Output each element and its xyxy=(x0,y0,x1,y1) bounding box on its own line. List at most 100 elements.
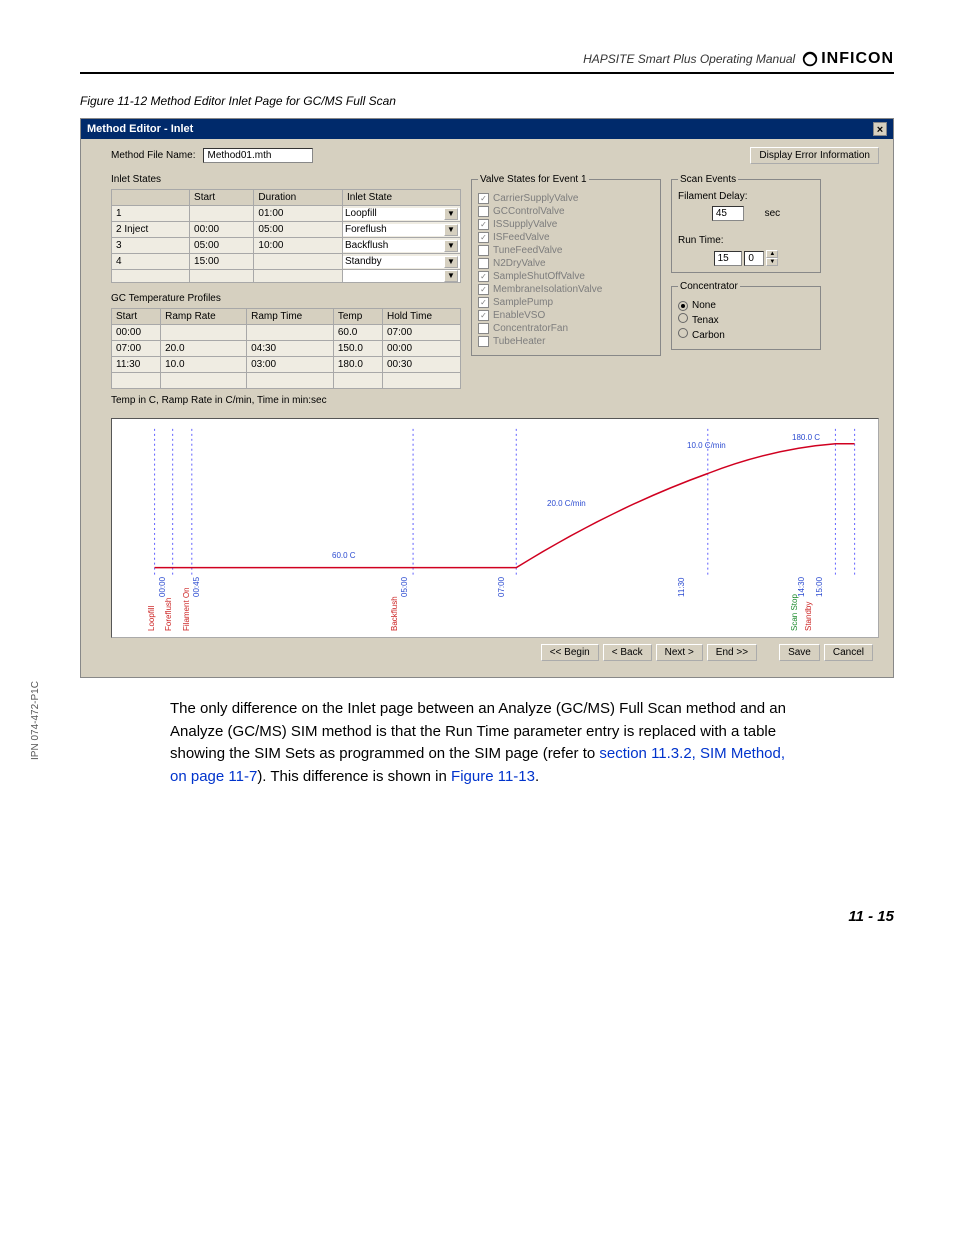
runtime-sec-stepper[interactable]: ▲▼ xyxy=(744,250,778,266)
table-row[interactable]: 11:3010.003:00180.000:30 xyxy=(112,357,461,373)
figure-link[interactable]: Figure 11-13 xyxy=(451,768,535,785)
valve-item[interactable]: ConcentratorFan xyxy=(478,323,654,334)
filament-delay-input[interactable] xyxy=(712,206,744,221)
chart-event-label: Scan Stop xyxy=(790,594,799,631)
valve-item[interactable]: N2DryValve xyxy=(478,258,654,269)
checkbox-icon[interactable] xyxy=(478,206,489,217)
valve-item[interactable]: ✓ SampleShutOffValve xyxy=(478,271,654,282)
cancel-button[interactable]: Cancel xyxy=(824,644,873,661)
titlebar: Method Editor - Inlet × xyxy=(81,119,893,139)
checkbox-icon[interactable] xyxy=(478,258,489,269)
close-icon[interactable]: × xyxy=(873,122,887,136)
radio-icon[interactable] xyxy=(678,301,688,311)
end-button[interactable]: End >> xyxy=(707,644,757,661)
brand-text: INFICON xyxy=(821,50,894,68)
file-name-input[interactable] xyxy=(203,148,313,163)
valve-label: TuneFeedValve xyxy=(493,245,563,256)
checkbox-icon[interactable] xyxy=(478,336,489,347)
runtime-min-stepper[interactable] xyxy=(714,251,742,266)
valve-label: N2DryValve xyxy=(493,258,546,269)
table-row[interactable]: 1 01:00 Loopfill▼ xyxy=(112,206,461,222)
checkbox-icon[interactable]: ✓ xyxy=(478,297,489,308)
state-dropdown[interactable]: Foreflush▼ xyxy=(343,224,460,236)
checkbox-icon[interactable]: ✓ xyxy=(478,284,489,295)
xtick: 00:45 xyxy=(192,577,201,597)
temperature-chart: 60.0 C 20.0 C/min 10.0 C/min 180.0 C 00:… xyxy=(111,418,879,638)
spin-down-icon[interactable]: ▼ xyxy=(766,258,778,266)
state-dropdown[interactable]: Standby▼ xyxy=(343,256,460,268)
table-row[interactable]: ▼ xyxy=(112,270,461,283)
checkbox-icon[interactable]: ✓ xyxy=(478,232,489,243)
chevron-down-icon[interactable]: ▼ xyxy=(444,270,458,282)
valve-label: SampleShutOffValve xyxy=(493,271,585,282)
begin-button[interactable]: << Begin xyxy=(541,644,599,661)
checkbox-icon[interactable]: ✓ xyxy=(478,271,489,282)
concentrator-group: Concentrator None Tenax Carbon xyxy=(671,281,821,350)
valve-item[interactable]: ✓ISSupplyValve xyxy=(478,219,654,230)
chevron-down-icon[interactable]: ▼ xyxy=(444,256,458,268)
radio-icon[interactable] xyxy=(678,313,688,323)
radio-icon[interactable] xyxy=(678,328,688,338)
header-rule xyxy=(80,72,894,74)
chart-event-label: Backflush xyxy=(390,596,399,631)
valve-item[interactable]: ✓ ISFeedValve xyxy=(478,232,654,243)
body-paragraph: The only difference on the Inlet page be… xyxy=(170,698,790,788)
display-error-button[interactable]: Display Error Information xyxy=(750,147,879,164)
inlet-states-table: Start Duration Inlet State 1 01:00 Loopf… xyxy=(111,189,461,283)
valve-item[interactable]: TuneFeedValve xyxy=(478,245,654,256)
valve-label: SamplePump xyxy=(493,297,553,308)
valve-label: ISFeedValve xyxy=(493,232,550,243)
table-row[interactable]: 4 15:00 Standby▼ xyxy=(112,254,461,270)
valve-item[interactable]: ✓ CarrierSupplyValve xyxy=(478,193,654,204)
state-dropdown[interactable]: Loopfill▼ xyxy=(343,208,460,220)
manual-title: HAPSITE Smart Plus Operating Manual xyxy=(583,52,795,66)
state-dropdown[interactable]: ▼ xyxy=(343,270,460,282)
table-row[interactable]: 07:0020.004:30150.000:00 xyxy=(112,341,461,357)
chevron-down-icon[interactable]: ▼ xyxy=(444,240,458,252)
xtick: 00:00 xyxy=(158,577,167,597)
filament-delay-label: Filament Delay: xyxy=(678,191,814,202)
concentrator-option[interactable]: Carbon xyxy=(678,328,814,341)
col xyxy=(112,190,190,206)
sec-label: sec xyxy=(765,208,781,219)
gc-footnote: Temp in C, Ramp Rate in C/min, Time in m… xyxy=(111,395,461,406)
checkbox-icon[interactable] xyxy=(478,245,489,256)
valve-item[interactable]: ✓ SamplePump xyxy=(478,297,654,308)
window-title: Method Editor - Inlet xyxy=(87,123,193,135)
valve-item[interactable]: TubeHeater xyxy=(478,336,654,347)
valve-legend: Valve States for Event 1 xyxy=(478,174,589,185)
checkbox-icon[interactable] xyxy=(478,323,489,334)
col: Inlet State xyxy=(342,190,460,206)
checkbox-icon[interactable]: ✓ xyxy=(478,219,489,230)
spin-up-icon[interactable]: ▲ xyxy=(766,250,778,258)
concentrator-option[interactable]: None xyxy=(678,300,814,311)
valve-label: CarrierSupplyValve xyxy=(493,193,578,204)
chevron-down-icon[interactable]: ▼ xyxy=(444,208,458,220)
table-row[interactable]: 3 05:00 10:00 Backflush▼ xyxy=(112,238,461,254)
checkbox-icon[interactable]: ✓ xyxy=(478,310,489,321)
concentrator-legend: Concentrator xyxy=(678,281,740,292)
next-button[interactable]: Next > xyxy=(656,644,703,661)
chevron-down-icon[interactable]: ▼ xyxy=(444,224,458,236)
logo-ring-icon xyxy=(801,50,819,68)
page-number: 11 - 15 xyxy=(80,908,894,925)
checkbox-icon[interactable]: ✓ xyxy=(478,193,489,204)
method-editor-window: Method Editor - Inlet × Method File Name… xyxy=(80,118,894,678)
page-header: HAPSITE Smart Plus Operating Manual INFI… xyxy=(80,50,894,68)
valve-item[interactable]: GCControlValve xyxy=(478,206,654,217)
chart-anno: 20.0 C/min xyxy=(547,499,586,508)
table-row[interactable]: 00:0060.007:00 xyxy=(112,325,461,341)
valve-item[interactable]: ✓EnableVSO xyxy=(478,310,654,321)
table-row[interactable]: 2 Inject 00:00 05:00 Foreflush▼ xyxy=(112,222,461,238)
valve-item[interactable]: ✓MembraneIsolationValve xyxy=(478,284,654,295)
concentrator-option[interactable]: Tenax xyxy=(678,313,814,326)
state-dropdown[interactable]: Backflush▼ xyxy=(343,240,460,252)
gc-profiles-table: Start Ramp Rate Ramp Time Temp Hold Time… xyxy=(111,308,461,389)
chart-anno: 10.0 C/min xyxy=(687,441,726,450)
scan-events-group: Scan Events Filament Delay: sec Run Time… xyxy=(671,174,821,273)
chart-svg xyxy=(112,419,878,637)
back-button[interactable]: < Back xyxy=(603,644,652,661)
table-row[interactable] xyxy=(112,373,461,389)
xtick: 15:00 xyxy=(815,577,824,597)
save-button[interactable]: Save xyxy=(779,644,820,661)
